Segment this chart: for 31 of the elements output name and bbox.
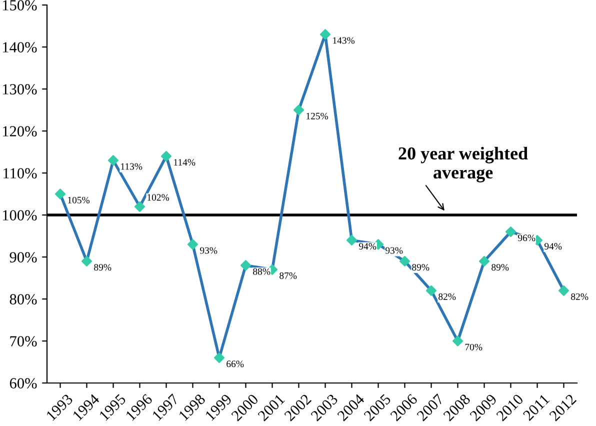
data-label: 93% <box>386 247 403 254</box>
data-label: 82% <box>438 293 456 300</box>
y-tick-label: 130% <box>2 84 37 94</box>
y-tick-label: 100% <box>2 210 37 220</box>
data-label: 114% <box>174 159 196 166</box>
y-tick-label: 140% <box>2 42 37 52</box>
y-tick-label: 90% <box>10 252 37 262</box>
data-label: 87% <box>280 272 297 280</box>
y-tick-label: 110% <box>4 168 37 178</box>
data-label: 93% <box>200 247 218 254</box>
data-label: 143% <box>333 37 355 44</box>
data-label: 125% <box>306 112 328 120</box>
data-label: 82% <box>571 293 588 300</box>
data-label: 105% <box>68 196 90 204</box>
y-tick-label: 60% <box>10 378 37 388</box>
data-label: 96% <box>518 234 536 242</box>
ref-line-label: 20 year weighted average <box>398 146 528 182</box>
y-tick-label: 150% <box>2 0 37 10</box>
data-label: 113% <box>121 163 142 170</box>
data-label: 94% <box>544 243 562 250</box>
data-label: 89% <box>412 264 430 271</box>
data-label: 89% <box>492 264 509 271</box>
y-tick-label: 70% <box>10 336 37 346</box>
data-label: 89% <box>94 264 112 271</box>
data-label: 70% <box>465 344 482 350</box>
data-label: 94% <box>359 243 376 250</box>
data-label: 102% <box>148 194 170 201</box>
data-label: 88% <box>253 268 270 275</box>
y-tick-label: 80% <box>10 294 37 304</box>
y-tick-label: 120% <box>2 126 37 136</box>
data-label: 66% <box>226 360 244 368</box>
